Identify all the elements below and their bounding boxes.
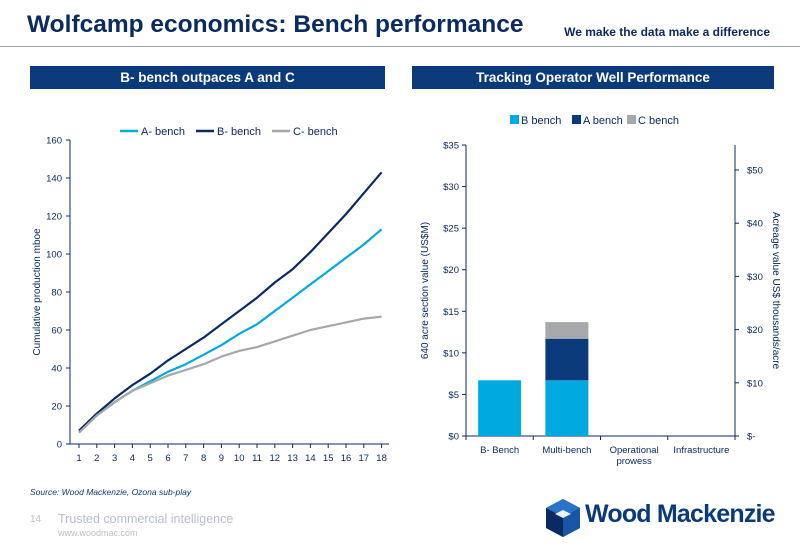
page-title: Wolfcamp economics: Bench performance — [27, 11, 524, 38]
source-note: Source: Wood Mackenzie, Ozona sub-play — [30, 487, 192, 497]
line-legend-label: C- bench — [293, 126, 338, 138]
line-chart-y-tick-label: 80 — [51, 288, 62, 299]
bar-chart-category-label: B- Bench — [480, 445, 519, 456]
line-chart-y-tick-label: 0 — [57, 440, 62, 451]
bar-chart-y2-axis-title: Acreage value US$ thousands/acre — [770, 212, 781, 370]
footer-url[interactable]: www.woodmac.com — [58, 528, 138, 538]
line-chart-x-tick-label: 1 — [76, 453, 81, 464]
line-chart-x-tick-label: 14 — [305, 453, 316, 464]
bar-chart-y-tick-label: $5 — [448, 390, 459, 401]
cube-logo-icon — [546, 499, 580, 537]
bar-segment-b-bench — [545, 380, 589, 436]
line-chart-x-tick-label: 16 — [341, 453, 352, 464]
line-chart-x-tick-label: 15 — [323, 453, 334, 464]
line-chart-x-tick-label: 9 — [219, 453, 224, 464]
line-chart-y-tick-label: 100 — [46, 250, 62, 261]
bar-chart-y-tick-label: $20 — [443, 265, 459, 276]
bar-chart-category-label: Multi-bench — [542, 445, 591, 456]
line-chart-y-tick-label: 60 — [51, 326, 62, 337]
bar-chart-y-axis-title: 640 acre section value (US$M) — [420, 222, 431, 359]
line-chart-x-tick-label: 17 — [359, 453, 370, 464]
line-legend-label: A- bench — [141, 126, 185, 138]
logo-wordmark: Wood Mackenzie — [585, 500, 776, 528]
line-series-c-bench — [78, 315, 382, 434]
line-chart-x-tick-label: 7 — [183, 453, 188, 464]
bar-chart-category-label: Operational — [610, 445, 659, 456]
bar-legend-swatch — [572, 115, 581, 124]
bar-legend-swatch — [510, 115, 519, 124]
bar-chart-y2-tick-label: $50 — [747, 166, 763, 177]
bar-chart-y2-tick-label: $40 — [747, 219, 763, 230]
bar-segment-a-bench — [545, 338, 589, 381]
line-chart-x-tick-label: 10 — [234, 453, 245, 464]
bar-chart-y2-tick-label: $30 — [747, 272, 763, 283]
right-panel-banner: Tracking Operator Well Performance — [412, 66, 774, 89]
line-series-a-bench — [78, 228, 383, 434]
line-chart-x-tick-label: 3 — [112, 453, 117, 464]
line-chart-y-tick-label: 20 — [51, 402, 62, 413]
line-series-b-bench — [78, 171, 383, 432]
line-chart-x-tick-label: 2 — [94, 453, 99, 464]
bar-chart-y2-tick-label: $20 — [747, 325, 763, 336]
bar-legend-swatch — [627, 115, 636, 124]
header-tagline: We make the data make a difference — [564, 25, 770, 39]
bar-chart-y-tick-label: $15 — [443, 307, 459, 318]
line-legend-label: B- bench — [217, 126, 261, 138]
line-chart-x-tick-label: 11 — [252, 453, 262, 464]
bar-legend-label: A bench — [583, 115, 623, 127]
line-chart-x-tick-label: 12 — [270, 453, 281, 464]
bar-chart-category-label: prowess — [616, 456, 652, 467]
footer-tagline: Trusted commercial intelligence — [58, 512, 234, 526]
line-chart-y-tick-label: 140 — [46, 174, 62, 185]
page-number: 14 — [30, 514, 42, 525]
wood-mackenzie-logo: Wood Mackenzie — [543, 497, 783, 539]
line-chart-x-tick-label: 13 — [287, 453, 298, 464]
line-chart-y-tick-label: 160 — [46, 136, 62, 147]
left-panel-banner: B- bench outpaces A and C — [30, 66, 385, 89]
line-chart-x-tick-label: 6 — [165, 453, 170, 464]
bar-chart-y-tick-label: $30 — [443, 182, 459, 193]
bar-chart-category-label: Infrastructure — [673, 445, 729, 456]
line-chart-y-tick-label: 40 — [51, 364, 62, 375]
bar-chart-y-tick-label: $35 — [443, 141, 459, 152]
line-chart-x-tick-label: 4 — [130, 453, 135, 464]
bar-chart-y-tick-label: $0 — [448, 432, 459, 443]
line-chart-x-tick-label: 18 — [376, 453, 387, 464]
line-chart-y-axis-title: Cumulative production mboe — [32, 228, 43, 356]
bar-legend-label: B bench — [521, 115, 561, 127]
bar-legend-label: C bench — [638, 115, 679, 127]
bar-segment-c-bench — [545, 322, 589, 339]
bar-chart-y-tick-label: $25 — [443, 224, 459, 235]
header-divider — [0, 46, 800, 47]
bar-chart-y2-tick-label: $10 — [747, 378, 763, 389]
line-chart-x-tick-label: 8 — [201, 453, 206, 464]
line-chart-x-tick-label: 5 — [148, 453, 153, 464]
bar-chart-y-tick-label: $10 — [443, 348, 459, 359]
bar-chart-y2-tick-label: $- — [747, 432, 755, 443]
bar-segment-b-bench — [478, 380, 522, 436]
line-chart-y-tick-label: 120 — [46, 212, 62, 223]
